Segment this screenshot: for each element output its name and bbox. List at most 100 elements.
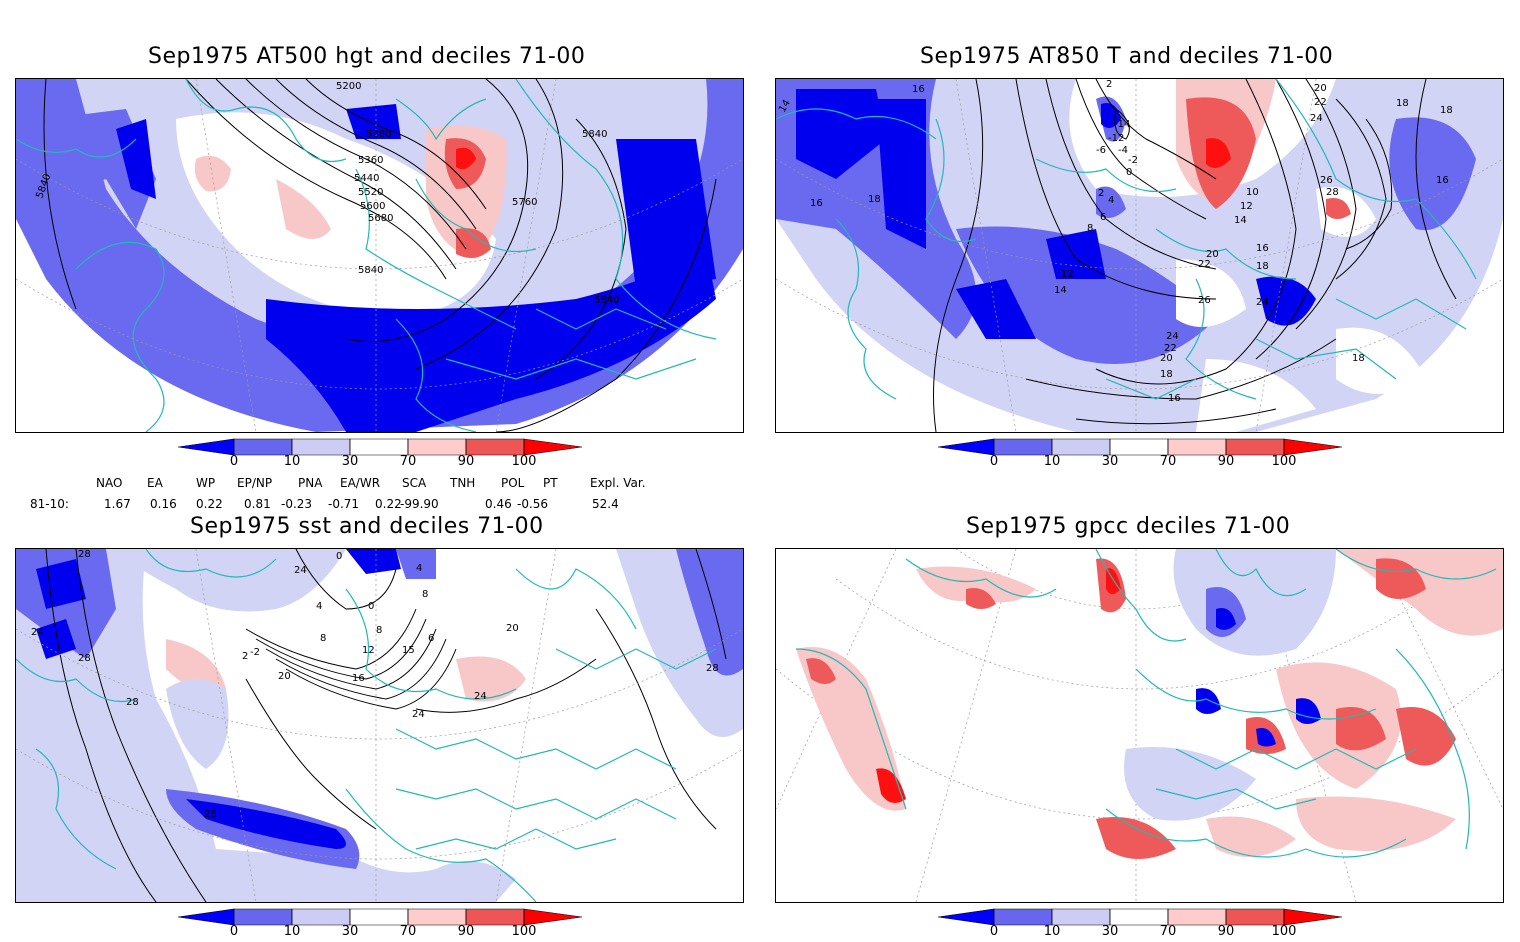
colorbar-segment [937, 908, 995, 926]
colorbar-tick-label: 70 [399, 924, 417, 939]
colorbar-segment [291, 438, 351, 456]
contour-label: 28 [126, 697, 139, 708]
colorbar-tick-label: 0 [229, 924, 239, 939]
contour-label: 5680 [368, 213, 393, 224]
colorbar-tick-label: 0 [229, 454, 239, 469]
index-row-label: 81-10: [30, 497, 69, 511]
contour-label: 20 [278, 671, 291, 682]
sst-graticule [16, 549, 743, 902]
contour-label: 28 [78, 549, 91, 560]
contour-label: 22 [1314, 97, 1327, 108]
contour-label: -4 [1118, 145, 1128, 156]
contour-label: 28 [706, 663, 719, 674]
contour-label: 0 [1126, 167, 1132, 178]
hgt500-contours [43, 79, 717, 432]
colorbar-tick-label: 30 [341, 454, 359, 469]
contour-label: 20 [1314, 83, 1327, 94]
contour-label: 12 [1061, 269, 1074, 280]
contour-label: 24 [294, 565, 307, 576]
contour-label: 22 [1198, 259, 1211, 270]
t850-graticule [776, 79, 1503, 432]
contour-label: 16 [810, 198, 823, 209]
contour-label: -14 [1114, 119, 1130, 130]
colorbar-tick-label: 30 [341, 924, 359, 939]
contour-label: 14 [1054, 285, 1067, 296]
index-value: 0.46 [485, 497, 512, 511]
index-header: WP [196, 476, 216, 490]
colorbar-segment [993, 908, 1053, 926]
colorbar-tick-label: 100 [1271, 454, 1297, 469]
contour-label: 2 [1098, 188, 1104, 199]
contour-label: 28 [1326, 187, 1339, 198]
index-header: SCA [402, 476, 427, 490]
colorbar-segment [407, 908, 467, 926]
contour-label: 15 [402, 645, 415, 656]
contour-label: 14 [1234, 215, 1247, 226]
colorbar-tick-label: 100 [511, 454, 537, 469]
t850-coastlines [776, 79, 1477, 400]
t850-contour-labels: 16 14 16 18 12 14 8 6 4 2 0 -2 -4 -6 -12… [777, 79, 1453, 404]
gpcc-shading [796, 549, 1503, 859]
index-value: -0.56 [517, 497, 549, 511]
sst-contour-labels: 28 24 28 28 24 4 0 4 8 8 8 12 16 20 2 24… [31, 549, 719, 820]
colorbar-segment [1051, 438, 1111, 456]
colorbar-tick-label: 100 [511, 924, 537, 939]
colorbar-tick-label: 30 [1101, 454, 1119, 469]
contour-label: 5280 [366, 129, 391, 140]
contour-label: 24 [412, 709, 425, 720]
contour-label: 20 [1160, 353, 1173, 364]
contour-label: 2 [1106, 79, 1112, 90]
colorbar-tick-label: 10 [283, 924, 301, 939]
colorbar-sst: 0 10 30 70 90 100 [170, 908, 590, 942]
colorbar-tick-label: 0 [989, 454, 999, 469]
contour-label: 5600 [360, 201, 385, 212]
colorbar-segment [1225, 908, 1285, 926]
colorbar-segment [523, 908, 583, 926]
contour-label: 5840 [582, 129, 607, 140]
colorbar-segment [1109, 908, 1169, 926]
contour-label: 6 [428, 633, 434, 644]
hgt500-coastlines [16, 79, 717, 432]
contour-label: 18 [1352, 353, 1365, 364]
contour-label: 12 [362, 645, 375, 656]
contour-label: 28 [78, 653, 91, 664]
sst-contours [45, 549, 727, 902]
colorbar-tick-label: 0 [989, 924, 999, 939]
contour-label: 8 [422, 589, 428, 600]
colorbar-segment [937, 438, 995, 456]
contour-label: 16 [352, 673, 365, 684]
colorbar-graphic [177, 908, 583, 926]
colorbar-segment [1109, 438, 1169, 456]
contour-label: 4 [1108, 195, 1114, 206]
index-header: POL [501, 476, 525, 490]
colorbar-hgt500: 0 10 30 70 90 100 [170, 438, 590, 472]
colorbar-segment [1225, 438, 1285, 456]
contour-label: 8 [1087, 223, 1093, 234]
hgt500-shading [16, 79, 743, 432]
panel-title-hgt500: Sep1975 AT500 hgt and deciles 71-00 [148, 44, 586, 69]
contour-label: 28 [204, 809, 217, 820]
contour-label: 18 [1440, 105, 1453, 116]
colorbar-segment [1051, 908, 1111, 926]
colorbar-segment [291, 908, 351, 926]
contour-label: 8 [376, 625, 382, 636]
colorbar-tick-label: 70 [399, 454, 417, 469]
index-header: NAO [96, 476, 123, 490]
sst-map: 28 24 28 28 24 4 0 4 8 8 8 12 16 20 2 24… [16, 549, 743, 902]
t850-contours [933, 79, 1457, 432]
contour-label: 22 [1164, 343, 1177, 354]
contour-label: 20 [1206, 249, 1219, 260]
index-header: EA [147, 476, 163, 490]
index-value: 0.16 [150, 497, 177, 511]
colorbar-segment [349, 438, 409, 456]
hgt500-graticule [16, 79, 743, 432]
index-header: Expl. Var. [590, 476, 646, 490]
contour-label: 5840 [358, 265, 383, 276]
contour-label: 24 [31, 627, 44, 638]
t850-shading [776, 79, 1503, 432]
contour-label: 6 [1100, 212, 1106, 223]
colorbar-segment [233, 908, 293, 926]
contour-label: 26 [1320, 175, 1333, 186]
colorbar-tick-label: 10 [1043, 924, 1061, 939]
panel-title-sst: Sep1975 sst and deciles 71-00 [190, 514, 544, 539]
